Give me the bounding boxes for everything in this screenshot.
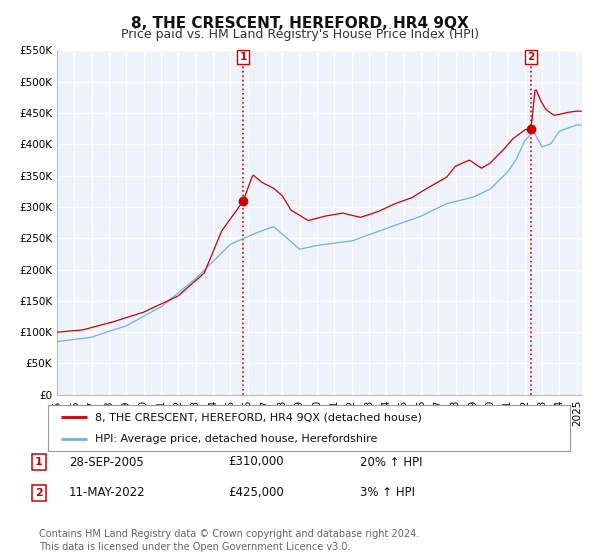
Text: 28-SEP-2005: 28-SEP-2005	[69, 455, 144, 469]
Text: 1: 1	[239, 52, 247, 62]
Text: 20% ↑ HPI: 20% ↑ HPI	[360, 455, 422, 469]
Text: 11-MAY-2022: 11-MAY-2022	[69, 486, 146, 500]
Text: 2: 2	[527, 52, 535, 62]
Text: £310,000: £310,000	[228, 455, 284, 469]
Text: 3% ↑ HPI: 3% ↑ HPI	[360, 486, 415, 500]
Point	[526, 124, 536, 133]
Text: 8, THE CRESCENT, HEREFORD, HR4 9QX (detached house): 8, THE CRESCENT, HEREFORD, HR4 9QX (deta…	[95, 412, 422, 422]
Point	[238, 196, 248, 205]
Text: 2: 2	[35, 488, 43, 498]
Text: Price paid vs. HM Land Registry's House Price Index (HPI): Price paid vs. HM Land Registry's House …	[121, 28, 479, 41]
Text: £425,000: £425,000	[228, 486, 284, 500]
Text: 1: 1	[35, 457, 43, 467]
Text: HPI: Average price, detached house, Herefordshire: HPI: Average price, detached house, Here…	[95, 435, 377, 444]
Text: 8, THE CRESCENT, HEREFORD, HR4 9QX: 8, THE CRESCENT, HEREFORD, HR4 9QX	[131, 16, 469, 31]
Text: Contains HM Land Registry data © Crown copyright and database right 2024.
This d: Contains HM Land Registry data © Crown c…	[39, 529, 419, 552]
